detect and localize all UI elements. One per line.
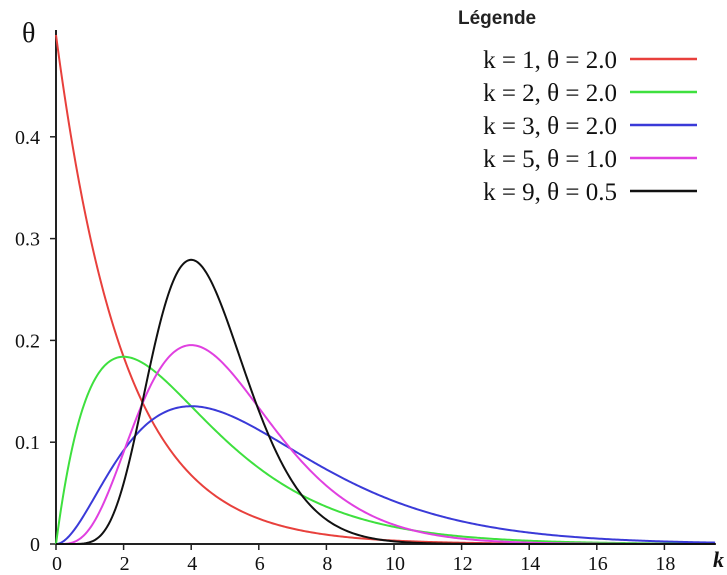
series-line-4: [56, 260, 715, 544]
legend-items: k = 1, θ = 2.0 k = 2, θ = 2.0 k = 3, θ = 2…: [483, 47, 697, 206]
x-tick-label: 14: [520, 553, 540, 575]
legend-label: k = 5, θ = 1.0: [483, 146, 617, 173]
legend-label: k = 1, θ = 2.0: [483, 47, 617, 74]
y-tick-label: 0.1: [15, 432, 40, 454]
legend: Légende k = 1, θ = 2.0k = 2, θ = 2.0k = …: [458, 8, 697, 206]
x-tick-label: 12: [453, 553, 473, 575]
x-tick-label: 18: [655, 553, 675, 575]
y-tick-label: 0: [30, 534, 40, 556]
x-tick-label: 2: [120, 553, 130, 575]
x-tick-label: 8: [322, 553, 332, 575]
legend-label: k = 9, θ = 0.5: [483, 179, 617, 206]
y-axis-title: θ: [22, 18, 35, 49]
x-tick-label: 10: [385, 553, 405, 575]
x-tick-label: 0: [52, 553, 62, 575]
y-ticks: 0 0.1 0.2 0.3 0.4: [15, 127, 56, 556]
series-line-3: [56, 345, 715, 544]
y-tick-label: 0.2: [15, 330, 40, 352]
axes: [56, 30, 716, 544]
x-tick-label: 16: [588, 553, 608, 575]
series-line-1: [56, 357, 715, 544]
curves: [56, 35, 715, 544]
y-tick-label: 0.4: [15, 127, 40, 149]
legend-title: Légende: [458, 8, 536, 29]
x-tick-label: 6: [255, 553, 265, 575]
legend-label: k = 2, θ = 2.0: [483, 80, 617, 107]
y-tick-label: 0.3: [15, 229, 40, 251]
x-axis-title: k: [713, 547, 724, 572]
x-ticks: 0 2 4 6 8 10 12 14 16 18: [52, 544, 675, 575]
legend-label: k = 3, θ = 2.0: [483, 113, 617, 140]
x-tick-label: 4: [187, 553, 197, 575]
series-line-0: [56, 35, 715, 544]
